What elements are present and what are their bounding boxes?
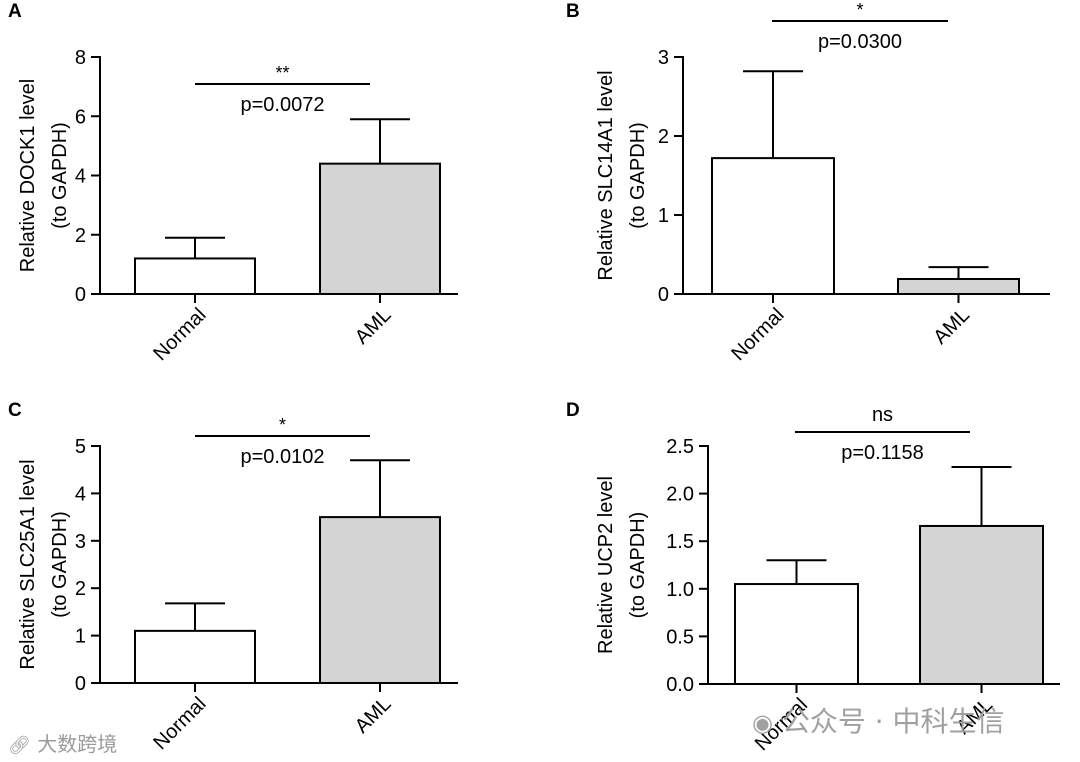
y-axis-label2-A: (to GAPDH) <box>49 122 71 229</box>
x-tick-label-A-Normal: Normal <box>149 304 210 365</box>
bar-D-Normal <box>734 583 859 685</box>
watermark-left: 🔗︎ 大数跨境 <box>8 728 117 757</box>
bar-D-AML <box>919 524 1044 686</box>
y-tick-label-B: 0 <box>658 284 669 306</box>
x-tick-label-C-AML: AML <box>351 693 396 738</box>
significance-marker-B: * <box>856 0 863 20</box>
y-axis-label2-B: (to GAPDH) <box>627 122 649 229</box>
y-axis-label-C: Relative SLC25A1 level <box>17 459 39 669</box>
y-tick-label-A: 6 <box>75 106 86 128</box>
watermark-left-text: 大数跨境 <box>37 732 118 756</box>
y-tick-label-B: 2 <box>658 126 669 148</box>
bar-C-AML <box>319 516 441 684</box>
p-value-D: p=0.1158 <box>841 442 924 464</box>
y-tick-label-C: 3 <box>75 531 86 553</box>
y-axis-label2-C: (to GAPDH) <box>49 511 71 618</box>
bar-A-Normal <box>134 257 256 296</box>
watermark-right-text: 公众号 · 中科生信 <box>781 705 1005 738</box>
p-value-A: p=0.0072 <box>241 94 325 116</box>
y-tick-label-B: 3 <box>658 47 669 69</box>
panel-label-C: C <box>8 400 22 421</box>
significance-marker-D: ns <box>872 404 893 426</box>
bar-C-Normal <box>134 629 256 684</box>
y-tick-label-A: 2 <box>75 225 86 247</box>
y-axis-label2-D: (to GAPDH) <box>627 512 649 619</box>
y-tick-label-C: 4 <box>75 483 86 505</box>
y-axis-label-B: Relative SLC14A1 level <box>595 70 617 280</box>
y-tick-label-D: 2.0 <box>666 484 694 506</box>
y-tick-label-C: 1 <box>75 626 86 648</box>
significance-marker-C: * <box>279 415 286 435</box>
x-tick-label-B-AML: AML <box>929 304 974 349</box>
panel-label-B: B <box>566 1 580 22</box>
x-tick-label-C-Normal: Normal <box>149 693 210 754</box>
p-value-B: p=0.0300 <box>818 31 902 53</box>
bar-B-AML <box>897 277 1020 295</box>
bar-A-AML <box>319 162 441 295</box>
y-axis-label-D: Relative UCP2 level <box>595 476 617 654</box>
link-icon: 🔗︎ <box>8 735 31 756</box>
x-tick-label-A-AML: AML <box>351 304 396 349</box>
x-tick-label-B-Normal: Normal <box>727 304 788 365</box>
y-tick-label-D: 1.5 <box>666 531 694 553</box>
y-tick-label-D: 2.5 <box>666 436 694 458</box>
panel-label-A: A <box>8 1 22 22</box>
y-tick-label-A: 0 <box>75 284 86 306</box>
wechat-icon: ◉ <box>752 709 773 737</box>
significance-marker-A: ** <box>275 63 289 83</box>
y-tick-label-A: 8 <box>75 47 86 69</box>
p-value-C: p=0.0102 <box>241 446 325 468</box>
y-tick-label-C: 0 <box>75 673 86 695</box>
bar-B-Normal <box>711 157 835 295</box>
panel-label-D: D <box>566 400 580 421</box>
y-axis-label-A: Relative DOCK1 level <box>17 79 39 272</box>
y-tick-label-C: 5 <box>75 436 86 458</box>
y-tick-label-D: 0.0 <box>666 674 694 696</box>
y-tick-label-D: 0.5 <box>666 626 694 648</box>
watermark-right: ◉ 公众号 · 中科生信 <box>752 700 1005 740</box>
y-tick-label-D: 1.0 <box>666 579 694 601</box>
y-tick-label-C: 2 <box>75 578 86 600</box>
y-tick-label-A: 4 <box>75 166 86 188</box>
y-tick-label-B: 1 <box>658 205 669 227</box>
